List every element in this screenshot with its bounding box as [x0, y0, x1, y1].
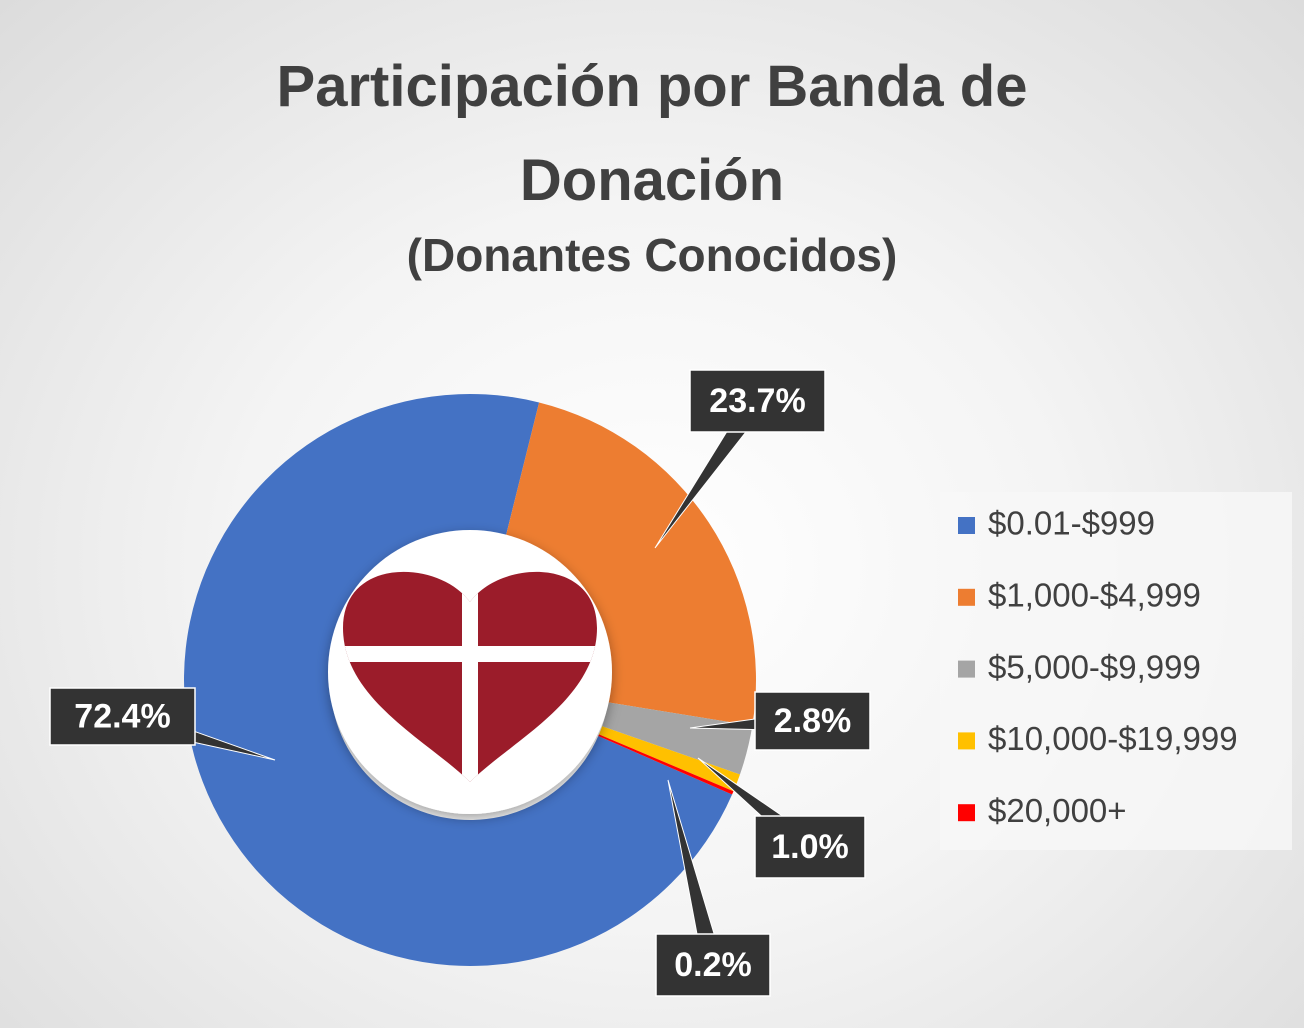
value-label: 23.7%	[709, 382, 805, 420]
slice	[183, 393, 733, 966]
legend-label: $5,000-$9,999	[988, 648, 1201, 685]
slice	[602, 702, 753, 775]
slice	[598, 726, 740, 792]
label-box	[689, 369, 826, 433]
chart-subtitle: (Donantes Conocidos)	[406, 229, 898, 281]
legend: $0.01-$999 $1,000-$4,999 $5,000-$9,999 $10,…	[958, 505, 1238, 829]
label-box	[655, 933, 771, 997]
slices	[183, 393, 757, 966]
legend-swatch	[958, 588, 975, 606]
slice	[598, 734, 734, 795]
value-label: 0.2%	[674, 946, 752, 984]
legend-swatch	[958, 732, 975, 750]
legend-label: $1,000-$4,999	[988, 577, 1201, 614]
label-box	[49, 687, 196, 746]
legend-swatch	[958, 660, 975, 678]
legend-label: $20,000+	[988, 792, 1127, 829]
value-label: 1.0%	[771, 828, 849, 866]
legend-label: $0.01-$999	[988, 505, 1155, 542]
label-box	[754, 691, 871, 751]
labels: 72.4% 23.7% 2.8% 1.0% 0.2%	[49, 369, 871, 997]
legend-swatch	[958, 517, 975, 534]
value-label: 72.4%	[74, 697, 170, 735]
value-label: 2.8%	[774, 702, 852, 740]
legend-swatch	[958, 804, 975, 822]
legend-box	[940, 492, 1292, 850]
chart-title: Participación por Banda de Donación	[276, 54, 1028, 213]
label-box	[754, 815, 866, 879]
slice	[503, 402, 757, 726]
legend-label: $10,000-$19,999	[988, 720, 1238, 757]
